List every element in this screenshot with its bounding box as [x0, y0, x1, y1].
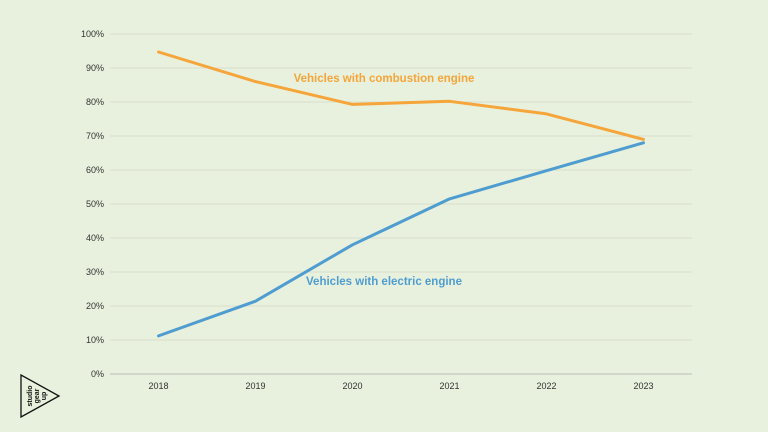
x-tick-label: 2020 [342, 381, 362, 391]
y-tick-label: 20% [86, 301, 104, 311]
series-labels: Vehicles with combustion engine Vehicles… [294, 73, 475, 288]
series-label-combustion: Vehicles with combustion engine [294, 73, 475, 85]
studio-gear-up-logo: studio gear up [20, 373, 61, 419]
x-tick-label: 2022 [536, 381, 556, 391]
x-tick-label: 2021 [439, 381, 459, 391]
logo-line-3: up [41, 392, 48, 401]
y-tick-label: 60% [86, 165, 104, 175]
logo-line-1: studio [27, 386, 34, 407]
y-tick-label: 100% [81, 29, 104, 39]
y-tick-label: 30% [86, 267, 104, 277]
triangle-logo-icon [20, 373, 61, 419]
y-tick-label: 70% [86, 131, 104, 141]
logo-line-2: gear [34, 388, 41, 403]
x-tick-label: 2019 [245, 381, 265, 391]
y-tick-label: 10% [86, 335, 104, 345]
x-tick-label: 2023 [633, 381, 653, 391]
y-tick-label: 0% [91, 369, 104, 379]
x-axis-ticks: 2018 2019 2020 2021 2022 2023 [148, 381, 653, 391]
series-line-electric [157, 141, 645, 338]
series-lines [157, 50, 645, 338]
y-axis-ticks: 0% 10% 20% 30% 40% 50% 60% 70% 80% 90% 100% [81, 29, 104, 379]
series-label-electric: Vehicles with electric engine [306, 276, 462, 288]
y-tick-label: 80% [86, 97, 104, 107]
y-tick-label: 50% [86, 199, 104, 209]
series-line-combustion [157, 50, 645, 141]
y-tick-label: 40% [86, 233, 104, 243]
y-tick-label: 90% [86, 63, 104, 73]
x-tick-label: 2018 [148, 381, 168, 391]
